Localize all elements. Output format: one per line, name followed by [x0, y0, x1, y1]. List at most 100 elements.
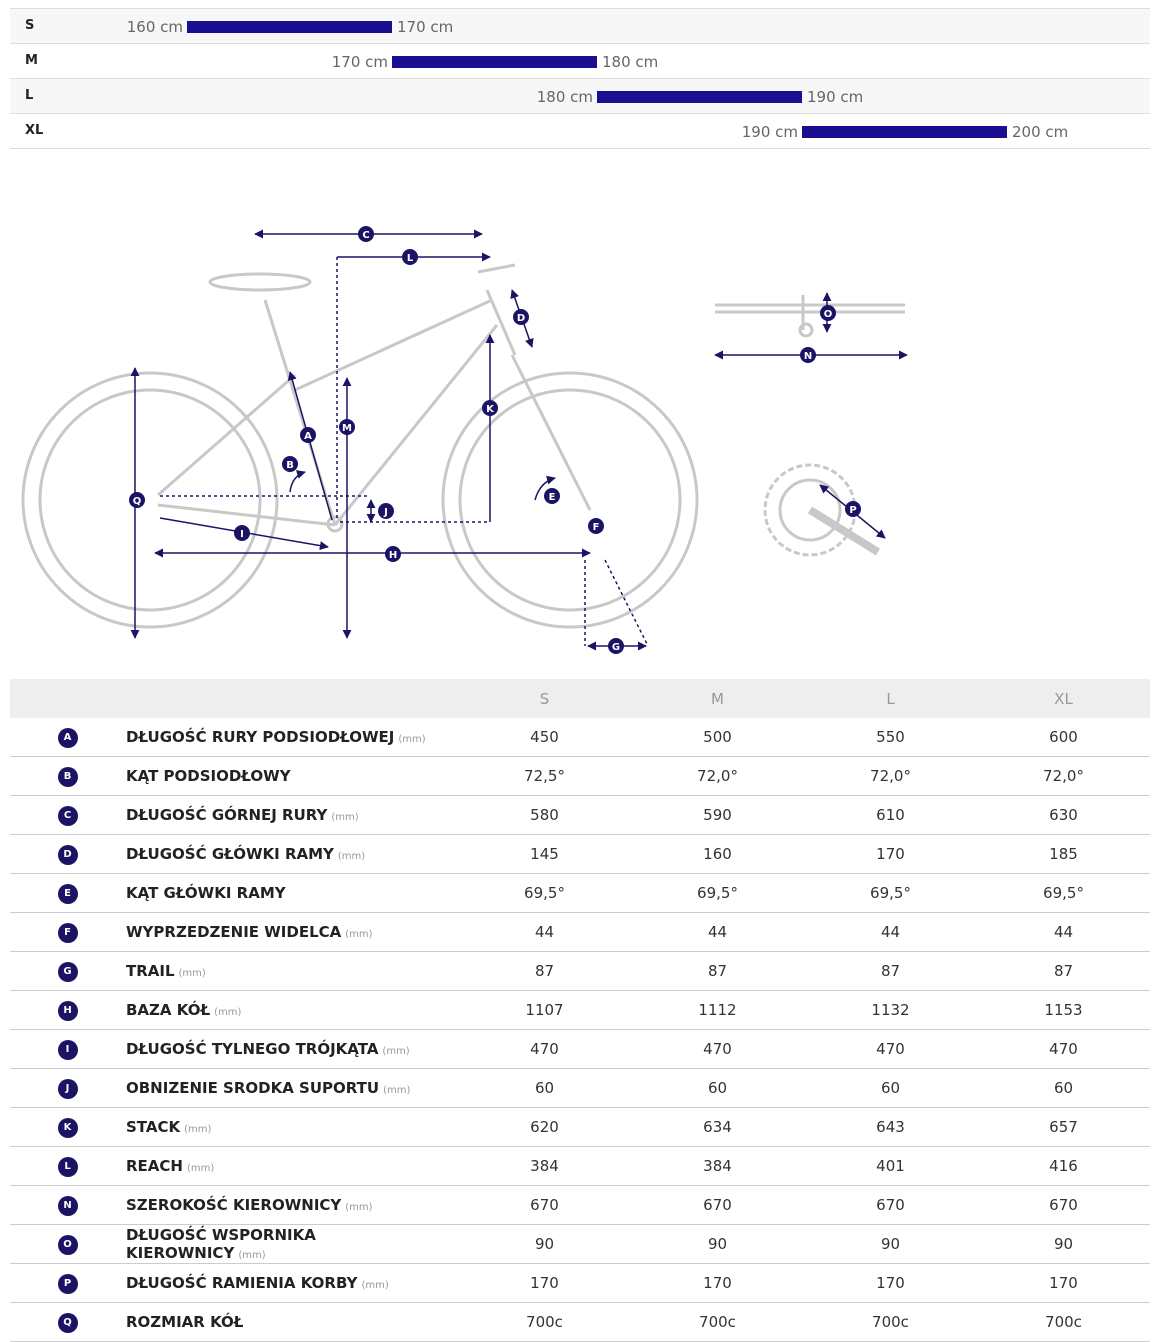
header-row: S M L XL [10, 679, 1150, 718]
value-cell: 384 [458, 1146, 631, 1186]
table-row: O DŁUGOŚĆ WSPORNIKA KIEROWNICY (mm) 90 90 90 9… [10, 1224, 1150, 1264]
marker-circle [282, 456, 298, 472]
value-cell: 670 [977, 1185, 1150, 1225]
row-unit: (mm) [186, 1163, 215, 1174]
name-cell: REACH (mm) [125, 1146, 458, 1186]
letter-badge: N [57, 1196, 78, 1216]
size-row: XL 190 cm 200 cm [10, 113, 1150, 149]
value-cell: 44 [631, 912, 804, 952]
value-cell: 87 [458, 951, 631, 991]
value-cell: 72,0° [631, 756, 804, 796]
row-name: DŁUGOŚĆ WSPORNIKA KIEROWNICY [126, 1226, 316, 1262]
value-cell: 580 [458, 795, 631, 835]
row-unit: (mm) [361, 1280, 389, 1291]
value-cell: 60 [631, 1068, 804, 1108]
value-cell: 700c [458, 1302, 631, 1342]
value-cell: 87 [804, 951, 977, 991]
letter-badge: F [57, 923, 78, 943]
size-label: XL [25, 123, 44, 138]
row-name: WYPRZEDZENIE WIDELCA [126, 923, 342, 941]
letter-badge: P [57, 1274, 78, 1294]
row-unit: (mm) [345, 1202, 373, 1213]
marker-circle [129, 492, 145, 508]
table-row: K STACK (mm) 620 634 643 657 [10, 1107, 1150, 1147]
letter-cell: N [10, 1185, 125, 1225]
value-cell: 670 [631, 1185, 804, 1225]
value-cell: 160 [631, 834, 804, 874]
marker-label: Q [133, 496, 142, 507]
marker-label: I [240, 529, 244, 540]
name-cell: TRAIL (mm) [125, 951, 458, 991]
value-cell: 185 [977, 834, 1150, 874]
letter-cell: K [10, 1107, 125, 1147]
markers: C L D K M A B Q J E F I H G O N P [129, 226, 861, 654]
row-name: REACH [126, 1157, 183, 1175]
size-row: S 160 cm 170 cm [10, 8, 1150, 44]
marker-label: M [342, 423, 352, 434]
value-cell: 416 [977, 1146, 1150, 1186]
letter-cell: A [10, 718, 125, 757]
value-cell: 72,0° [977, 756, 1150, 796]
letter-cell: D [10, 834, 125, 874]
row-name: DŁUGOŚĆ GŁÓWKI RAMY [126, 845, 334, 863]
table-row: J OBNIZENIE SRODKA SUPORTU (mm) 60 60 60 60 [10, 1068, 1150, 1108]
row-unit: (mm) [337, 851, 366, 862]
name-cell: ROZMIAR KÓŁ [125, 1302, 458, 1342]
letter-cell: B [10, 756, 125, 796]
table-row: H BAZA KÓŁ (mm) 1107 1112 1132 1153 [10, 990, 1150, 1030]
marker-circle [234, 525, 250, 541]
row-name: DŁUGOŚĆ GÓRNEJ RURY [126, 806, 328, 824]
name-cell: DŁUGOŚĆ GÓRNEJ RURY (mm) [125, 795, 458, 835]
column-header: S [458, 679, 631, 718]
value-cell: 69,5° [458, 873, 631, 913]
marker-label: P [849, 505, 856, 516]
marker-circle [482, 400, 498, 416]
value-cell: 170 [804, 834, 977, 874]
marker-label: O [824, 309, 833, 320]
size-max: 190 cm [807, 88, 864, 106]
name-cell: SZEROKOŚĆ KIEROWNICY (mm) [125, 1185, 458, 1225]
letter-badge: J [57, 1079, 78, 1099]
row-name: BAZA KÓŁ [126, 1001, 211, 1019]
value-cell: 44 [458, 912, 631, 952]
marker-label: N [804, 351, 812, 362]
value-cell: 72,0° [804, 756, 977, 796]
marker-label: H [389, 550, 397, 561]
geometry-table: S M L XL A DŁUGOŚĆ RURY PODSIODŁOWEJ (mm) 450 50… [10, 679, 1150, 1342]
name-cell: DŁUGOŚĆ GŁÓWKI RAMY (mm) [125, 834, 458, 874]
marker-label: B [286, 460, 294, 471]
marker-circle [402, 249, 418, 265]
size-max: 170 cm [397, 18, 454, 36]
row-unit: (mm) [398, 734, 426, 745]
letter-badge: L [57, 1157, 78, 1177]
letter-cell: C [10, 795, 125, 835]
table-row: Q ROZMIAR KÓŁ 700c 700c 700c 700c [10, 1302, 1150, 1342]
row-unit: (mm) [184, 1124, 212, 1135]
marker-circle [378, 503, 394, 519]
row-name: DŁUGOŚĆ TYLNEGO TRÓJKĄTA [126, 1040, 379, 1058]
row-unit: (mm) [345, 929, 373, 940]
marker-circle [544, 488, 560, 504]
name-cell: DŁUGOŚĆ TYLNEGO TRÓJKĄTA (mm) [125, 1029, 458, 1069]
value-cell: 90 [631, 1224, 804, 1264]
value-cell: 610 [804, 795, 977, 835]
size-bar [802, 126, 1007, 138]
letter-cell: L [10, 1146, 125, 1186]
row-name: DŁUGOŚĆ RURY PODSIODŁOWEJ [126, 728, 395, 746]
value-cell: 450 [458, 718, 631, 757]
value-cell: 145 [458, 834, 631, 874]
value-cell: 470 [631, 1029, 804, 1069]
table-row: F WYPRZEDZENIE WIDELCA (mm) 44 44 44 44 [10, 912, 1150, 952]
value-cell: 87 [631, 951, 804, 991]
value-cell: 170 [804, 1263, 977, 1303]
value-cell: 470 [804, 1029, 977, 1069]
name-cell: KĄT PODSIODŁOWY [125, 756, 458, 796]
value-cell: 590 [631, 795, 804, 835]
letter-cell: F [10, 912, 125, 952]
letter-cell: I [10, 1029, 125, 1069]
value-cell: 69,5° [977, 873, 1150, 913]
name-cell: STACK (mm) [125, 1107, 458, 1147]
column-header: XL [977, 679, 1150, 718]
marker-label: G [612, 642, 620, 653]
